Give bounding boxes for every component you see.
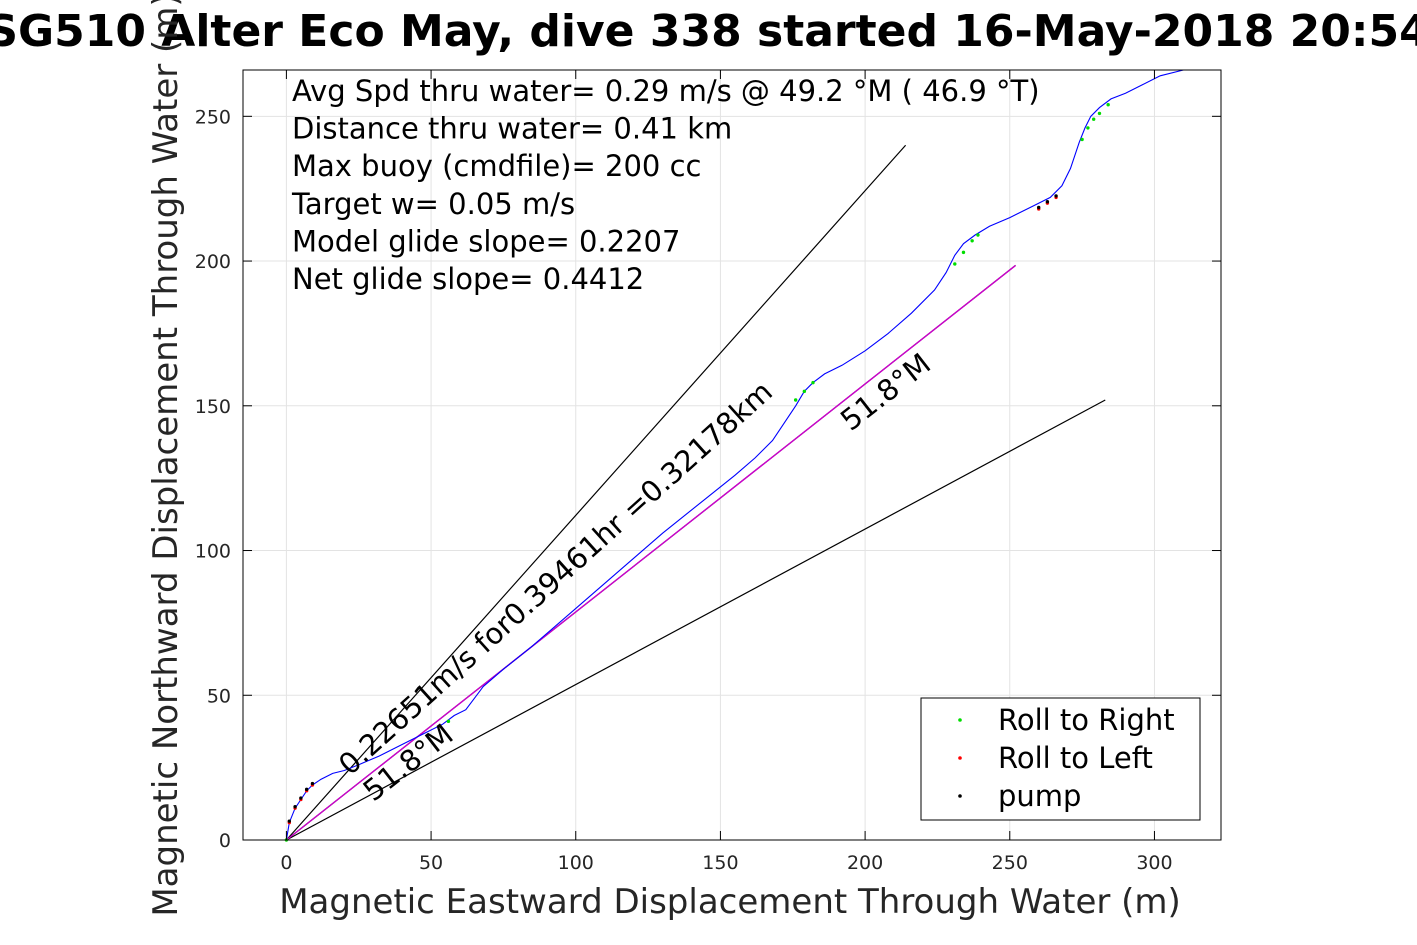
roll-right-point: [953, 262, 957, 266]
legend-label: Roll to Left: [998, 741, 1153, 775]
x-tick-label: 200: [847, 852, 883, 874]
pump-point: [287, 819, 291, 823]
track-layer: [285, 69, 1184, 841]
pump-point: [1045, 200, 1050, 204]
roll-right-point: [793, 398, 798, 402]
x-tick-label: 0: [280, 852, 292, 874]
stats-line: Distance thru water= 0.41 km: [292, 112, 732, 146]
pump-point: [304, 787, 309, 792]
legend-marker: [958, 794, 962, 798]
roll-right-point: [446, 719, 451, 724]
axis-ticks: 0 50 100 150 200 250 300 0 50 100 150 200 250: [195, 70, 1221, 874]
reference-line-left: [285, 144, 907, 841]
plot-frame: [242, 69, 1222, 841]
y-tick-label: 150: [195, 396, 231, 418]
roll-right-point: [1086, 126, 1090, 130]
reference-line-heading: [285, 264, 1016, 841]
roll-right-point: [970, 239, 974, 243]
x-tick-label: 250: [992, 852, 1028, 874]
legend: Roll to Right Roll to Left pump: [920, 697, 1201, 821]
reference-lines: [285, 144, 1106, 841]
y-tick-label: 200: [195, 251, 231, 273]
pump-point: [293, 805, 297, 809]
roll-right-point: [802, 389, 807, 394]
stats-line: Model glide slope= 0.2207: [292, 224, 680, 258]
pump-point: [299, 796, 303, 800]
reference-line-right: [286, 399, 1106, 841]
y-axis-label: Magnetic Northward Displacement Through …: [146, 0, 186, 917]
stats-line: Target w= 0.05 m/s: [291, 187, 575, 221]
stats-line: Net glide slope= 0.4412: [292, 262, 644, 296]
legend-box: [920, 697, 1201, 821]
legend-marker: [958, 756, 962, 760]
stats-box: Avg Spd thru water= 0.29 m/s @ 49.2 °M (…: [291, 74, 1040, 296]
y-tick-label: 250: [195, 106, 231, 128]
x-axis-label: Magnetic Eastward Displacement Through W…: [279, 882, 1181, 922]
legend-label: pump: [998, 779, 1081, 813]
marker-points: [284, 103, 1110, 842]
pump-point: [1054, 194, 1058, 198]
roll-right-point: [1080, 137, 1084, 142]
roll-right-point: [811, 380, 815, 385]
roll-right-point: [1097, 111, 1102, 116]
x-tick-label: 300: [1136, 852, 1172, 874]
x-tick-label: 150: [702, 852, 738, 874]
dive-track-line: [285, 69, 1184, 841]
y-tick-label: 50: [207, 685, 231, 707]
y-tick-label: 0: [219, 830, 231, 852]
pump-point: [310, 781, 315, 786]
roll-right-point: [961, 250, 966, 255]
y-tick-label: 100: [195, 541, 231, 563]
roll-right-point: [1091, 117, 1096, 121]
stats-line: Avg Spd thru water= 0.29 m/s @ 49.2 °M (…: [292, 74, 1040, 108]
legend-label: Roll to Right: [998, 703, 1175, 737]
chart-title: SG510 Alter Eco May, dive 338 started 16…: [0, 6, 1417, 57]
pump-point: [1037, 205, 1041, 210]
roll-right-point: [1106, 103, 1110, 107]
x-tick-label: 100: [558, 852, 594, 874]
legend-marker: [958, 718, 962, 722]
roll-right-point: [976, 233, 980, 237]
x-tick-label: 50: [419, 852, 443, 874]
stats-line: Max buoy (cmdfile)= 200 cc: [292, 149, 701, 183]
